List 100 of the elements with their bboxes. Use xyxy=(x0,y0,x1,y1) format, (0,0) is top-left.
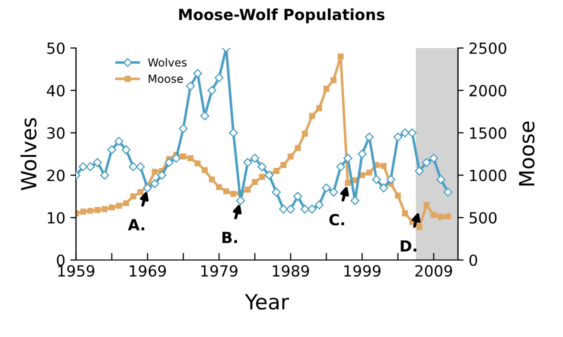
point xyxy=(358,150,367,158)
point xyxy=(180,154,186,160)
point xyxy=(94,206,100,213)
point xyxy=(380,162,387,169)
y2-axis-title: Moose xyxy=(519,122,535,186)
point xyxy=(178,124,188,134)
point xyxy=(86,162,95,172)
point xyxy=(214,73,224,82)
point xyxy=(430,212,437,218)
x-axis-title: Year xyxy=(244,294,290,310)
point xyxy=(308,204,317,214)
point xyxy=(379,183,388,192)
point xyxy=(300,204,310,214)
point xyxy=(128,162,138,172)
y-axis-title: Wolves xyxy=(20,118,37,190)
point xyxy=(273,168,280,174)
point xyxy=(230,190,236,197)
point xyxy=(157,170,166,180)
point xyxy=(100,170,110,180)
point xyxy=(416,224,422,230)
x-tick-label: 1979 xyxy=(201,265,238,277)
annotation: A. xyxy=(128,219,144,230)
point xyxy=(258,162,266,172)
x-tick-label: 2009 xyxy=(415,265,452,277)
point xyxy=(408,128,417,138)
point xyxy=(107,145,116,154)
point xyxy=(102,206,108,212)
point xyxy=(309,112,316,119)
point xyxy=(223,188,230,194)
x-tick-label: 1989 xyxy=(272,265,309,277)
x-tick-label: 1959 xyxy=(58,265,94,277)
point xyxy=(336,162,346,172)
point xyxy=(250,154,260,163)
point xyxy=(424,202,430,208)
point xyxy=(186,82,195,91)
point xyxy=(372,174,381,184)
point xyxy=(108,204,115,210)
point xyxy=(172,154,181,163)
point xyxy=(278,204,288,214)
point xyxy=(288,154,294,160)
point xyxy=(252,179,258,185)
y2-tick-label: 2500 xyxy=(470,42,506,54)
point xyxy=(87,208,94,214)
point xyxy=(293,192,302,201)
x-tick-label: 1969 xyxy=(130,265,166,277)
point xyxy=(207,86,216,95)
point xyxy=(272,188,281,197)
point xyxy=(216,184,222,190)
point xyxy=(329,188,338,197)
point xyxy=(438,214,444,220)
point xyxy=(316,105,322,112)
y-tick-label: 50 xyxy=(47,42,65,54)
point xyxy=(343,154,352,163)
point xyxy=(302,130,308,137)
point xyxy=(429,154,438,163)
point xyxy=(122,145,131,154)
point xyxy=(80,208,86,215)
y2-tick-label: 2000 xyxy=(470,84,506,96)
point xyxy=(402,210,408,216)
y-tick-label: 20 xyxy=(47,170,65,182)
y-tick-label: 30 xyxy=(47,127,65,139)
y-tick-label: 0 xyxy=(56,254,65,266)
annotation: D. xyxy=(400,240,416,252)
point xyxy=(366,170,372,176)
point xyxy=(414,166,424,176)
point xyxy=(323,86,330,92)
point xyxy=(344,180,351,186)
point xyxy=(264,170,274,180)
point xyxy=(208,176,215,182)
point xyxy=(136,162,145,172)
y2-tick-label: 0 xyxy=(469,254,478,266)
chart-title: Moose-Wolf Populations xyxy=(179,8,384,24)
point xyxy=(393,132,402,142)
point xyxy=(436,174,446,184)
y2-tick-label: 1500 xyxy=(470,127,506,139)
x-tick-label: 1999 xyxy=(344,265,381,277)
point xyxy=(150,179,160,188)
legend-label: Moose xyxy=(148,74,183,83)
point xyxy=(243,158,252,167)
point xyxy=(445,213,451,220)
point xyxy=(259,174,265,180)
y2-tick-label: 1000 xyxy=(470,170,506,182)
point xyxy=(286,204,296,214)
point xyxy=(114,136,124,146)
legend-label: Wolves xyxy=(148,58,187,67)
point xyxy=(152,168,158,175)
y-tick-label: 10 xyxy=(48,212,65,224)
point xyxy=(338,53,344,60)
point xyxy=(193,68,202,78)
point xyxy=(294,145,301,152)
point xyxy=(280,162,286,168)
point xyxy=(123,200,130,206)
point xyxy=(422,158,432,167)
y2-tick-label: 500 xyxy=(470,212,497,224)
point xyxy=(194,160,201,166)
point xyxy=(386,174,396,184)
point xyxy=(137,189,144,196)
point xyxy=(164,158,174,167)
point xyxy=(143,183,152,192)
annotation: C. xyxy=(329,214,344,226)
